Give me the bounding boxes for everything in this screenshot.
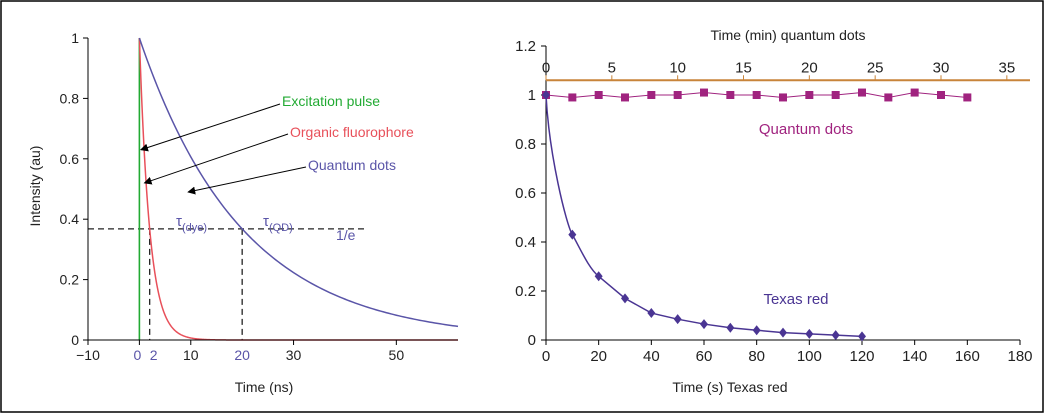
quantum-dots-series-label: Quantum dots: [759, 121, 853, 138]
left-x-tick-label: 10: [183, 347, 199, 363]
excitation-pulse-label: Excitation pulse: [282, 93, 380, 109]
left-y-tick-label: 0.4: [60, 211, 80, 227]
right-y-tick-label: 1: [528, 87, 536, 104]
quantum-dots-point: [884, 93, 893, 102]
texas-red-point: [594, 271, 603, 282]
organic-fluorophore-label: Organic fluorophore: [290, 124, 414, 140]
right-top-tick-label: 10: [669, 59, 686, 76]
texas-red-point: [673, 314, 682, 325]
quantum-dots-point: [700, 88, 708, 97]
right-x-tick-label: 0: [542, 348, 550, 365]
left-y-tick-label: 0.8: [60, 90, 80, 106]
right-axes: 00.20.40.60.811.20 20 40 60 80 100 120 140 160 18…: [515, 38, 1032, 365]
left-axes: 00.20.40.60.81−10 10 30 500 2 20: [60, 30, 458, 363]
left-y-axis-title: Intensity (au): [27, 146, 43, 227]
right-top-tick-label: 15: [735, 59, 752, 76]
left-x-axis-title: Time (ns): [235, 379, 294, 395]
texas-red-series-label: Texas red: [763, 291, 828, 308]
quantum-dots-point: [594, 91, 603, 99]
right-top-axis-title: Time (min) quantum dots: [710, 27, 865, 43]
right-top-tick-label: 35: [998, 59, 1015, 76]
right-x-tick-label: 80: [748, 348, 765, 365]
texas-red-point: [700, 319, 708, 330]
right-top-tick-label: 20: [801, 59, 818, 76]
quantum-dots-point: [805, 91, 814, 99]
texas-red-point: [542, 90, 550, 100]
tau-qd-sub: (QD): [269, 222, 293, 234]
left-y-tick-label: 0.2: [60, 272, 80, 288]
right-x-tick-label: 140: [902, 348, 927, 365]
texas-red-line: [545, 94, 863, 338]
tau-qd-label: τ(QD): [263, 213, 293, 234]
texas-red-point: [568, 229, 577, 240]
annotation-arrow: [143, 133, 289, 185]
right-x-tick-label: 100: [797, 348, 822, 365]
quantum-dots-point: [858, 88, 866, 97]
left-chart-fluorescence-decay: 00.20.40.60.81−10 10 30 500 2 20 Time (ns) In…: [27, 30, 459, 395]
right-y-tick-label: 0.2: [515, 283, 536, 300]
texas-red-point: [779, 327, 787, 338]
right-x-tick-label: 40: [643, 348, 660, 365]
quantum-dots-point: [963, 93, 972, 102]
right-x-tick-label: 20: [590, 348, 607, 365]
texas-red-point: [647, 308, 656, 319]
annotation-arrow: [139, 103, 281, 152]
left-annotations: [139, 103, 307, 195]
right-top-tick-label: 5: [608, 59, 616, 76]
left-y-tick-label: 0: [71, 332, 79, 348]
left-special-tick-label: 2: [150, 347, 158, 363]
right-y-tick-label: 1.2: [515, 38, 536, 55]
right-y-tick-label: 0: [528, 332, 536, 349]
right-top-tick-label: 30: [933, 59, 950, 76]
right-y-tick-label: 0.4: [515, 234, 536, 251]
left-x-tick-label: 50: [389, 347, 405, 363]
left-special-tick-label: 20: [234, 347, 250, 363]
tau-dye-greek: τ: [176, 213, 182, 230]
right-x-tick-label: 120: [849, 348, 874, 365]
quantum-dots-point: [647, 91, 656, 99]
right-chart-photostability: 00.20.40.60.811.20 20 40 60 80 100 120 140 160 18…: [515, 27, 1032, 395]
left-threshold-lines: [88, 228, 366, 340]
left-special-tick-label: 0: [133, 347, 141, 363]
texas-red-point: [621, 293, 629, 304]
quantum-dots-point: [779, 93, 787, 102]
left-x-tick-label: −10: [76, 347, 100, 363]
right-top-tick-label: 0: [542, 59, 550, 76]
texas-red-point: [726, 322, 735, 333]
annotation-arrow: [187, 166, 307, 195]
tau-qd-greek: τ: [263, 213, 269, 230]
right-x-tick-label: 60: [696, 348, 713, 365]
texas-red-point: [805, 328, 814, 339]
quantum-dots-point: [673, 91, 682, 99]
quantum-dots-label-left: Quantum dots: [308, 157, 396, 173]
right-y-tick-label: 0.8: [515, 136, 536, 153]
quantum-dots-point: [831, 91, 840, 99]
quantum-dots-point: [568, 93, 577, 102]
right-x-tick-label: 160: [955, 348, 980, 365]
quantum-dots-point: [752, 91, 761, 99]
texas-red-point: [858, 331, 866, 342]
quantum-dots-curve: [138, 37, 459, 328]
left-x-tick-label: 30: [286, 347, 302, 363]
right-x-tick-label: 180: [1007, 348, 1032, 365]
quantum-dots-point: [621, 93, 629, 102]
texas-red-point: [831, 330, 840, 341]
left-y-tick-label: 0.6: [60, 151, 80, 167]
quantum-dots-point: [937, 91, 945, 99]
one-over-e-label: 1/e: [336, 227, 356, 243]
right-y-tick-label: 0.6: [515, 185, 536, 202]
quantum-dots-point: [910, 88, 919, 97]
tau-dye-label: τ(dye): [176, 213, 207, 234]
left-y-tick-label: 1: [71, 30, 79, 46]
right-x-axis-title: Time (s) Texas red: [672, 379, 787, 395]
right-series: [542, 88, 972, 342]
tau-dye-sub: (dye): [182, 222, 207, 234]
texas-red-point: [752, 325, 761, 336]
right-top-tick-label: 25: [867, 59, 884, 76]
quantum-dots-point: [726, 91, 735, 99]
